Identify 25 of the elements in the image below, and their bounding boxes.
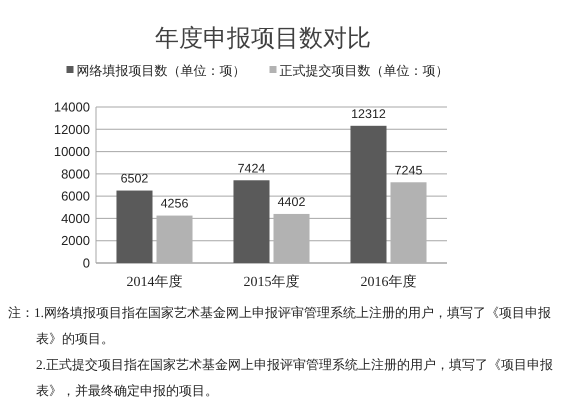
data-label: 12312 <box>351 106 386 121</box>
y-tick-label: 4000 <box>61 210 90 226</box>
bar <box>350 126 387 263</box>
y-tick-label: 6000 <box>61 188 90 204</box>
data-label: 7245 <box>394 163 422 178</box>
y-tick-label: 12000 <box>54 122 90 137</box>
x-tick-label: 2015年度 <box>244 274 300 290</box>
data-label: 6502 <box>120 172 148 186</box>
bar <box>233 180 270 263</box>
y-tick-label: 10000 <box>54 144 90 160</box>
data-label: 4402 <box>278 194 306 209</box>
y-tick-label: 0 <box>82 256 90 270</box>
text: 2.正式提交项目指在国家艺术基金网上申报评审管理系统上注册的用户，填写了《项目申报表》，并最终确定申报的项目。 <box>36 356 554 400</box>
text: 注：1.网络填报项目指在国家艺术基金网上申报评审管理系统上注册的用户，填写了《项目申报表》的项目。 <box>8 304 552 348</box>
x-tick-label: 2016年度 <box>360 274 416 290</box>
y-tick-label: 14000 <box>54 100 90 114</box>
y-tick-label: 2000 <box>61 233 90 248</box>
chart-title: 年度申报项目数对比 <box>155 24 371 52</box>
data-label: 7424 <box>238 161 266 176</box>
legend-label: 网络填报项目数（单位：项） <box>76 64 246 79</box>
bar <box>116 190 153 263</box>
data-label: 4256 <box>160 196 188 211</box>
legend-label: 正式提交项目数（单位：项） <box>280 63 448 79</box>
y-tick-label: 8000 <box>61 166 90 182</box>
x-tick-label: 2014年度 <box>126 274 182 290</box>
